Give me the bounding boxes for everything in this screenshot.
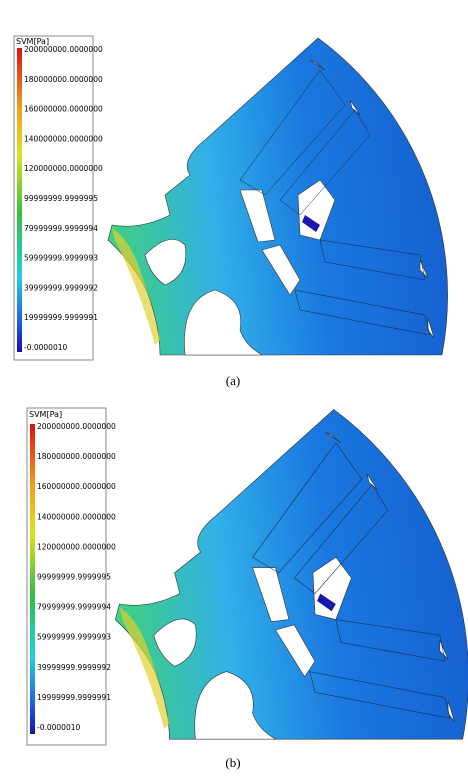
legend-box xyxy=(26,407,107,746)
panel-a: SVM[Pa] (a) 200000000.0000000 180000000.0… xyxy=(13,35,449,388)
legend-label: -0.0000010 xyxy=(37,723,80,732)
legend-label: 120000000.0000000 xyxy=(37,542,116,551)
legend-label: 99999999.9999995 xyxy=(24,194,98,203)
legend-title: SVM[Pa] xyxy=(29,410,62,419)
legend-label: 140000000.0000000 xyxy=(24,134,103,143)
legend-label: 19999999.9999991 xyxy=(24,313,98,322)
legend-label: 180000000.0000000 xyxy=(24,75,103,84)
legend-label: 59999999.9999993 xyxy=(37,633,111,642)
legend-label: 19999999.9999991 xyxy=(37,693,111,702)
legend-label: 140000000.0000000 xyxy=(37,512,116,521)
legend-label: 120000000.0000000 xyxy=(24,164,103,173)
legend-label: 160000000.0000000 xyxy=(24,105,103,114)
colorbar xyxy=(17,48,22,352)
legend-label: 39999999.9999992 xyxy=(37,663,111,672)
stress-plot xyxy=(114,408,468,740)
legend-label: 99999999.9999995 xyxy=(37,573,111,582)
legend-label: 79999999.9999994 xyxy=(37,603,111,612)
legend-box xyxy=(13,35,94,361)
legend-label: 39999999.9999992 xyxy=(24,283,98,292)
legend-label: 79999999.9999994 xyxy=(24,224,98,233)
legend-label: 59999999.9999993 xyxy=(24,254,98,263)
legend-label: 200000000.0000000 xyxy=(24,45,103,54)
caption: (a) xyxy=(226,373,240,388)
colorbar xyxy=(30,424,35,734)
legend-title: SVM[Pa] xyxy=(16,37,49,46)
legend-label: 200000000.0000000 xyxy=(37,422,116,431)
legend-label: -0.0000010 xyxy=(24,343,67,352)
stress-plot xyxy=(107,37,449,356)
panel-b: SVM[Pa] (b) 200000000.0000000 180000000.0… xyxy=(26,407,468,770)
caption: (b) xyxy=(225,755,240,770)
legend-label: 180000000.0000000 xyxy=(37,452,116,461)
legend-label: 160000000.0000000 xyxy=(37,482,116,491)
